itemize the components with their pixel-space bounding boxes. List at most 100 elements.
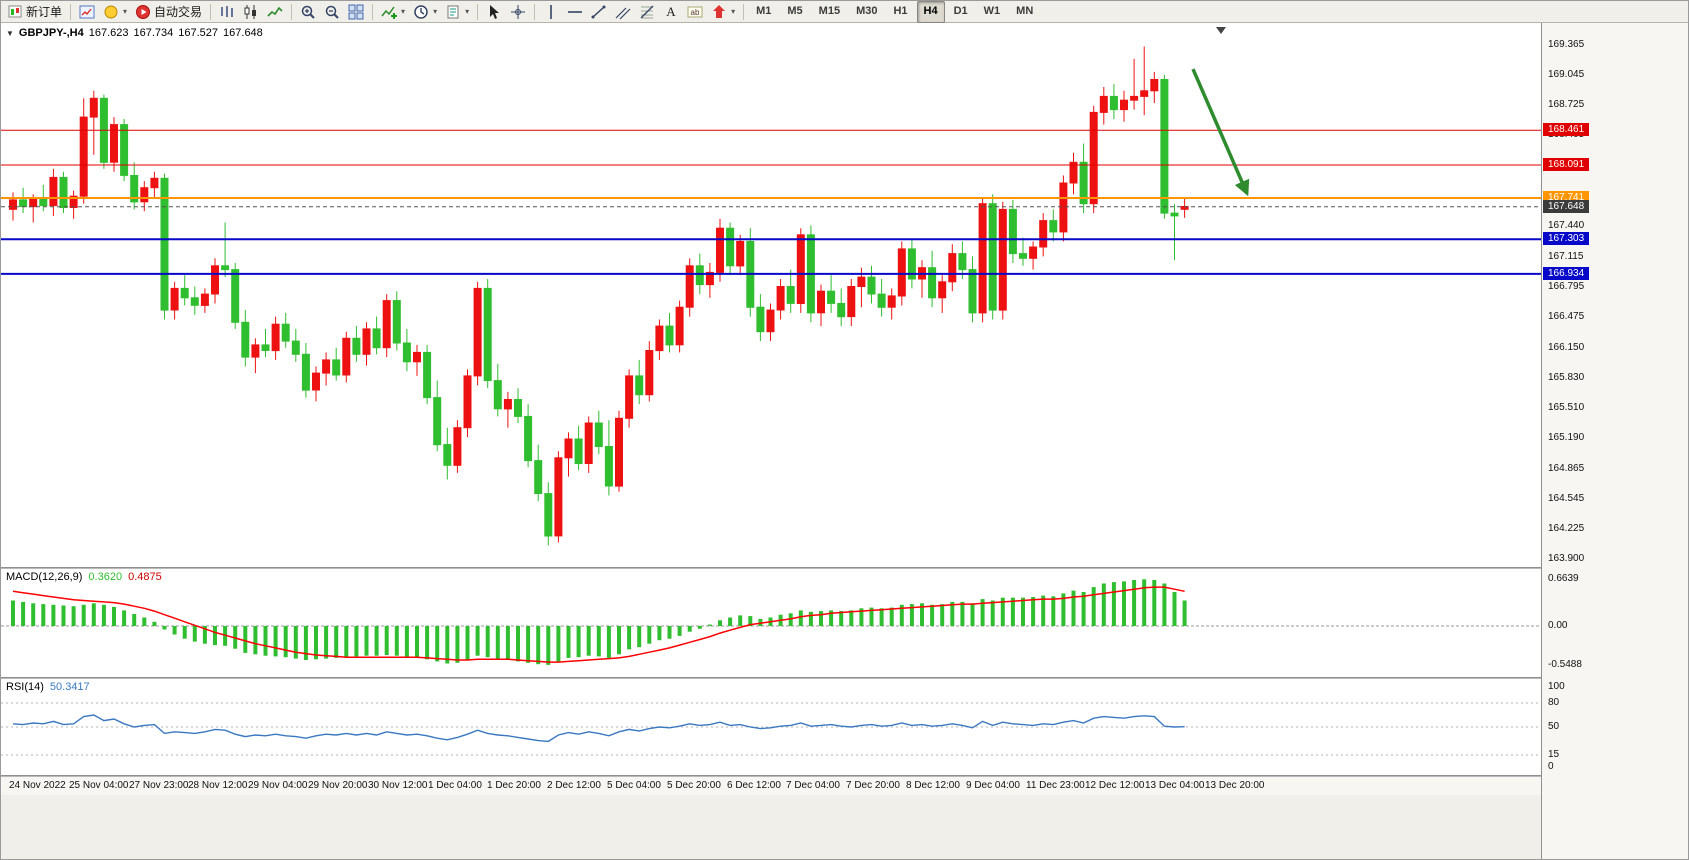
timeframe-button-H1[interactable]: H1 <box>893 4 908 17</box>
candle-body <box>716 227 724 273</box>
candle-body <box>402 342 411 363</box>
macd-bar <box>1122 581 1126 626</box>
toolbar-group: 新订单 <box>3 1 66 23</box>
macd-bar <box>253 626 258 655</box>
chevron-down-icon: ▾ <box>123 7 128 16</box>
macd-bar <box>435 626 440 662</box>
arrow-styles-button[interactable]: ▾ <box>707 1 739 23</box>
trend-arrow[interactable] <box>1191 68 1250 197</box>
macd-bar <box>1021 597 1025 626</box>
tile-windows-button[interactable] <box>344 1 368 23</box>
panel-divider[interactable] <box>1 775 1688 777</box>
candle-body <box>1170 212 1179 217</box>
candle-body <box>211 265 219 295</box>
cursor-icon <box>490 4 500 19</box>
candle-body <box>352 337 361 355</box>
candle-body <box>281 323 290 342</box>
candle-body <box>907 248 916 280</box>
candle-body <box>857 276 866 288</box>
timeframe-button-H4[interactable]: H4 <box>916 1 945 23</box>
timeframe-button-W1[interactable]: W1 <box>983 4 1001 17</box>
time-axis-label: 29 Nov 04:00 <box>248 780 308 791</box>
line-chart-button[interactable] <box>263 1 287 23</box>
timeframe-button-D1[interactable]: D1 <box>953 4 968 17</box>
macd-bar <box>495 626 500 660</box>
macd-bar <box>384 626 389 655</box>
timeframe-button-MN[interactable]: MN <box>1016 4 1034 17</box>
text-button[interactable]: A <box>659 1 683 23</box>
auto-trading-button[interactable]: 自动交易 <box>131 1 206 23</box>
text-label-button[interactable]: ab <box>683 1 707 23</box>
chart-window-button[interactable] <box>75 1 99 23</box>
candle-body <box>19 199 28 207</box>
macd-bar <box>324 626 329 659</box>
macd-bar <box>839 611 844 626</box>
macd-bar <box>273 626 278 657</box>
macd-bar <box>617 626 621 655</box>
panel-divider[interactable] <box>1 567 1688 569</box>
timeframe-button-M15[interactable]: M15 <box>818 4 841 17</box>
chart-shift-marker-icon[interactable] <box>1216 27 1226 34</box>
macd-panel <box>1 569 1541 677</box>
macd-bar <box>707 624 712 626</box>
macd-bar <box>687 626 692 632</box>
macd-bar <box>909 604 914 626</box>
zoom-out-button[interactable] <box>320 1 344 23</box>
equidistant-channel-button[interactable] <box>611 1 635 23</box>
candle-body <box>241 321 250 358</box>
timeframe-group: M1 M5 M15 M30 H1 H4 D1 W1 MN <box>748 1 1041 23</box>
macd-bar <box>586 626 591 656</box>
macd-bar <box>1091 587 1096 626</box>
rsi-value: 50.3417 <box>49 681 90 693</box>
candlestick-chart-button[interactable] <box>239 1 263 23</box>
zoom-in-button[interactable] <box>296 1 320 23</box>
candle-body <box>362 328 371 355</box>
macd-bar <box>980 599 985 626</box>
vertical-line-button[interactable] <box>539 1 563 23</box>
macd-bar <box>677 626 682 636</box>
macd-bar <box>819 611 823 626</box>
macd-bar <box>960 601 965 626</box>
rsi-line <box>12 714 1185 743</box>
candle-body <box>1059 182 1068 233</box>
fibonacci-button[interactable] <box>635 1 659 23</box>
crosshair-button[interactable] <box>506 1 530 23</box>
horizontal-line-button[interactable] <box>563 1 587 23</box>
candle-body <box>1079 161 1088 205</box>
macd-bar <box>404 626 409 658</box>
templates-button[interactable]: ▾ <box>441 1 473 23</box>
panel-divider[interactable] <box>1 677 1688 679</box>
candle-body <box>736 240 745 267</box>
candle-body <box>453 427 462 466</box>
candle-body <box>39 197 48 207</box>
macd-bar <box>31 603 36 626</box>
profiles-button[interactable]: ▾ <box>99 1 131 23</box>
bottom-filler <box>1 795 1541 859</box>
candle-body <box>584 422 593 464</box>
timeframe-button-M5[interactable]: M5 <box>787 4 803 17</box>
price-badge: 168.091 <box>1543 158 1590 171</box>
rsi-axis-label: 80 <box>1548 697 1560 708</box>
macd-bar <box>1111 582 1116 626</box>
price-axis[interactable]: 169.365169.045168.725168.405167.440167.1… <box>1541 23 1688 859</box>
macd-bar <box>344 626 349 658</box>
periods-button[interactable]: ▾ <box>409 1 441 23</box>
candle-body <box>423 351 432 399</box>
timeframe-button-M1[interactable]: M1 <box>756 4 772 17</box>
cursor-button[interactable] <box>482 1 506 23</box>
time-axis-label: 5 Dec 04:00 <box>607 780 661 791</box>
indicators-button[interactable]: ▾ <box>377 1 409 23</box>
candle-body <box>221 265 230 271</box>
bar-chart-button[interactable] <box>215 1 239 23</box>
collapse-indicator-icon[interactable]: ▼ <box>6 28 14 38</box>
toolbar-separator <box>70 3 72 20</box>
candle-body <box>140 187 149 203</box>
new-order-button[interactable]: 新订单 <box>3 1 66 23</box>
candle-body <box>1069 161 1078 184</box>
timeframe-button-M30[interactable]: M30 <box>856 4 878 17</box>
trendline-button[interactable] <box>587 1 611 23</box>
time-axis[interactable]: 24 Nov 2022 25 Nov 04:00 27 Nov 23:00 28 No… <box>1 777 1541 795</box>
macd-bar <box>657 626 662 641</box>
